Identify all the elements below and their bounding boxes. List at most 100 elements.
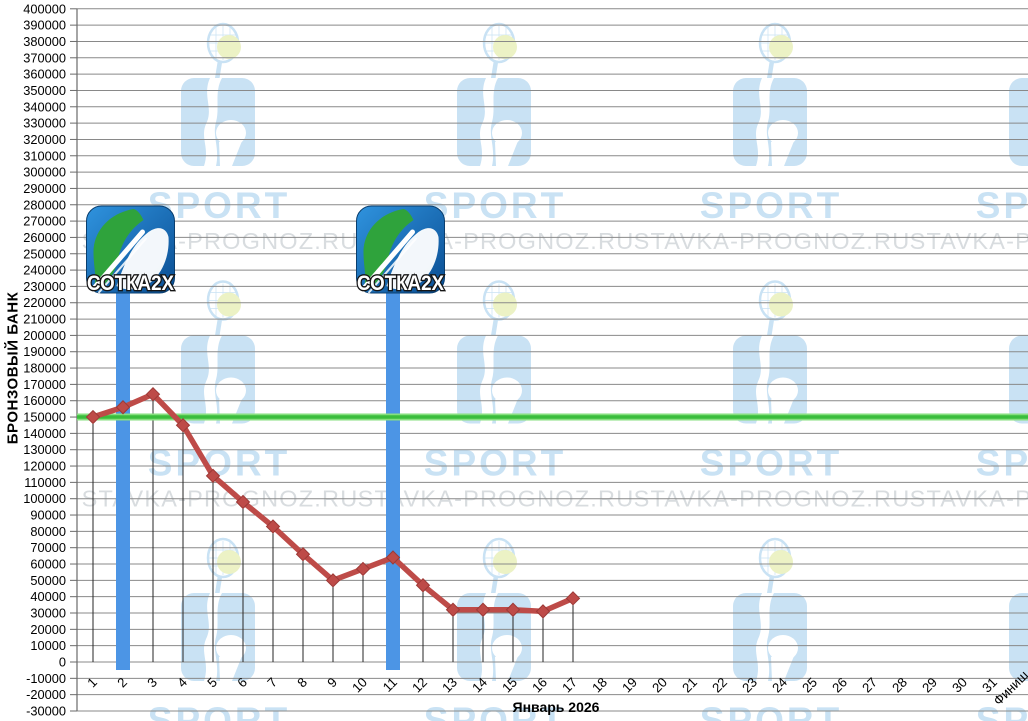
tennis-ball-icon: [769, 292, 793, 317]
tennis-player-icon: [1009, 593, 1028, 681]
y-tick-label: 160000: [23, 393, 66, 408]
y-tick-label: 110000: [24, 475, 66, 490]
x-tick-label: 10: [349, 675, 370, 696]
x-tick-label: 30: [949, 675, 970, 696]
series-markers: [85, 386, 581, 619]
y-tick-label: 10000: [30, 638, 66, 653]
tennis-player-icon: [181, 335, 255, 424]
tennis-ball-icon: [217, 292, 241, 317]
y-tick-label: 310000: [23, 148, 66, 163]
x-tick-label: 18: [589, 675, 610, 696]
tennis-ball-icon: [217, 35, 241, 59]
y-axis-labels: 4000003900003800003700003600003500003400…: [23, 1, 66, 718]
y-axis-title: БРОНЗОВЫЙ БАНК: [4, 291, 22, 445]
y-tick-label: 80000: [30, 524, 66, 539]
x-tick-label: 29: [919, 675, 940, 696]
y-tick-label: 220000: [23, 295, 66, 310]
y-tick-label: 260000: [23, 230, 66, 245]
logo-green-shape: [91, 209, 144, 291]
y-tick-label: 320000: [23, 132, 66, 147]
y-tick-label: 360000: [23, 67, 66, 82]
diamond-marker: [145, 386, 161, 402]
y-tick-label: 50000: [30, 573, 66, 588]
diamond-marker: [85, 409, 101, 425]
site-watermark-text: STAVKA-PROGNOZ.RU: [910, 228, 1028, 254]
y-tick-label: 120000: [23, 459, 66, 474]
sport-watermark-text: SPORT: [148, 443, 290, 484]
diamond-marker: [565, 591, 581, 606]
logo-label: СОТКА2Х: [87, 272, 174, 295]
y-tick-label: -20000: [26, 687, 66, 702]
y-tick-label: 180000: [23, 361, 66, 376]
y-tick-label: -30000: [26, 703, 66, 718]
logo-white-shape: [386, 228, 439, 290]
x-tick-label: 1: [84, 675, 100, 691]
x-tick-label: 12: [409, 675, 430, 696]
tennis-player-icon: [181, 78, 255, 166]
x-tick-label: 22: [709, 675, 730, 696]
diamond-marker: [265, 519, 281, 534]
event-bar: [116, 250, 130, 670]
x-tick-label: 19: [619, 675, 640, 696]
y-tick-label: 270000: [23, 214, 66, 229]
y-tick-label: 380000: [23, 34, 66, 49]
logo-green-shape: [361, 209, 414, 291]
sport-watermark-text: SPORT: [424, 185, 566, 226]
logo-white-shape: [116, 228, 169, 290]
diamond-marker: [475, 602, 491, 617]
sport-watermark-text: SPORT: [424, 443, 566, 484]
logo-slash: [360, 229, 415, 293]
tennis-ball-icon: [493, 292, 517, 317]
x-tick-label: 8: [294, 675, 310, 691]
diamond-marker: [445, 602, 461, 617]
y-tick-label: 20000: [30, 622, 66, 637]
tennis-player-icon: [181, 593, 255, 681]
sport-watermark-text: SPORT: [700, 443, 842, 484]
y-tick-label: 0: [59, 655, 66, 670]
y-tick-label: 200000: [23, 328, 66, 343]
y-tick-label: 330000: [23, 116, 66, 131]
tennis-ball-icon: [493, 35, 517, 59]
event-bar: [386, 250, 400, 670]
y-tick-label: 150000: [23, 410, 66, 425]
y-tick-label: 60000: [30, 557, 66, 572]
y-tick-label: 280000: [23, 197, 66, 212]
x-tick-label: 26: [829, 675, 850, 696]
tennis-player-icon: [457, 593, 531, 681]
diamond-marker: [175, 418, 191, 433]
y-tick-label: 170000: [23, 377, 66, 392]
y-tick-label: 30000: [30, 606, 66, 621]
y-tick-label: 100000: [23, 491, 66, 506]
y-tick-label: 140000: [23, 426, 66, 441]
tennis-player-icon: [733, 335, 807, 424]
y-tick-label: 250000: [23, 246, 66, 261]
sport-watermark-text: SPORT: [976, 443, 1028, 484]
tennis-player-icon: [1009, 335, 1028, 424]
site-watermark-text: STAVKA-PROGNOZ.RU: [634, 228, 911, 254]
x-tick-label: 17: [559, 675, 580, 696]
y-tick-label: 90000: [30, 508, 66, 523]
sotka2x-logo: СОТКА2Х: [356, 205, 445, 296]
y-tick-label: -10000: [26, 671, 66, 686]
diamond-marker: [355, 561, 371, 577]
sport-watermark-text: SPORT: [700, 185, 842, 226]
x-tick-label: 27: [859, 675, 880, 696]
sport-watermark-text: SPORT: [976, 185, 1028, 226]
tennis-player-icon: [733, 593, 807, 681]
diamond-marker: [505, 602, 521, 617]
diamond-marker: [535, 604, 551, 619]
tennis-ball-icon: [769, 35, 793, 59]
tennis-ball-icon: [217, 550, 241, 574]
x-tick-label: 3: [144, 675, 160, 691]
y-tick-label: 210000: [23, 312, 66, 327]
y-tick-label: 230000: [23, 279, 66, 294]
tennis-player-icon: [457, 78, 531, 166]
x-tick-label: 28: [889, 675, 910, 696]
diamond-marker: [415, 578, 431, 593]
watermark-layer: SPORTSTAVKA-PROGNOZ.RUSPORTSTAVKA-PROGNO…: [82, 22, 1028, 721]
y-tick-label: 190000: [23, 344, 66, 359]
